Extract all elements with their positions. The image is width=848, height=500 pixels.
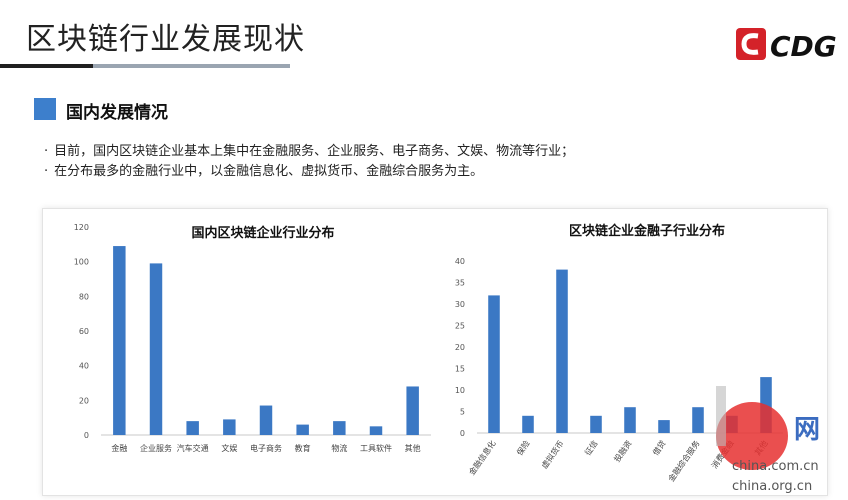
y-tick-label: 40 (455, 257, 465, 266)
bullet-list: 目前，国内区块链企业基本上集中在金融服务、企业服务、电子商务、文娱、物流等行业；… (44, 142, 574, 182)
bar (624, 407, 636, 433)
china-net-watermark: 网 china.com.cn china.org.cn (716, 386, 820, 494)
y-tick-label: 20 (455, 343, 465, 352)
bar (556, 269, 568, 433)
bar (406, 386, 419, 435)
x-tick-label: 文娱 (221, 443, 237, 453)
bar (488, 295, 500, 433)
y-tick-label: 10 (455, 386, 465, 395)
bullet-item: 在分布最多的金融行业中，以金融信息化、虚拟货币、金融综合服务为主。 (44, 162, 574, 182)
logo-text: CDG (770, 30, 837, 63)
x-tick-label: 虚拟货币 (539, 438, 566, 470)
x-tick-label: 征信 (582, 438, 599, 457)
bar (590, 415, 602, 433)
bar (692, 407, 704, 433)
y-tick-label: 60 (79, 327, 89, 336)
chart-panel: 国内区块链企业行业分布 0 20 40 60 80 100 120 金融 企业服务 汽车交通 文娱 电子… (42, 208, 828, 496)
x-tick-label: 企业服务 (140, 443, 172, 453)
y-tick-label: 15 (455, 365, 465, 374)
bar (149, 263, 163, 435)
y-tick-label: 5 (460, 408, 465, 417)
y-tick-label: 30 (455, 300, 465, 309)
y-tick-label: 80 (79, 292, 89, 301)
chart-title: 区块链企业金融子行业分布 (569, 223, 725, 239)
y-tick-label: 0 (84, 431, 89, 440)
bar (296, 424, 309, 435)
bar (113, 246, 126, 435)
watermark-text-1: china.com.cn (732, 459, 819, 474)
x-tick-label: 电子商务 (250, 443, 282, 453)
x-tick-label: 借贷 (650, 438, 667, 457)
page-title: 区块链行业发展现状 (26, 22, 305, 57)
bar (369, 426, 383, 435)
bar (223, 419, 236, 435)
bar (186, 421, 199, 435)
section-title: 国内发展情况 (66, 103, 168, 123)
y-tick-label: 25 (455, 322, 465, 331)
cdg-logo: CDG (736, 28, 837, 63)
x-tick-label: 金融 (111, 443, 127, 453)
x-tick-label: 工具软件 (360, 443, 392, 453)
y-tick-label: 40 (79, 362, 89, 371)
x-tick-label: 金融信息化 (467, 438, 498, 477)
bar (522, 415, 534, 433)
x-tick-label: 保险 (514, 438, 531, 457)
section-marker (34, 98, 56, 120)
x-tick-label: 投融资 (612, 438, 634, 463)
y-tick-label: 120 (74, 223, 89, 232)
y-tick-label: 20 (79, 396, 89, 405)
chart-title: 国内区块链企业行业分布 (191, 225, 334, 241)
bar (259, 405, 273, 435)
watermark-emblem (716, 402, 788, 470)
bullet-item: 目前，国内区块链企业基本上集中在金融服务、企业服务、电子商务、文娱、物流等行业； (44, 142, 574, 162)
x-tick-label: 教育 (295, 443, 311, 453)
logo-c-mark (736, 28, 766, 60)
y-tick-label: 100 (74, 258, 89, 267)
watermark-char: 网 (794, 415, 820, 445)
title-underline (0, 64, 290, 68)
x-tick-label: 其他 (405, 443, 421, 453)
y-tick-label: 35 (455, 279, 465, 288)
x-tick-label: 汽车交通 (177, 443, 209, 453)
y-tick-label: 0 (460, 429, 465, 438)
bar (333, 421, 346, 435)
bar (658, 420, 670, 433)
watermark-text-2: china.org.cn (732, 479, 812, 494)
x-tick-label: 物流 (331, 443, 347, 453)
